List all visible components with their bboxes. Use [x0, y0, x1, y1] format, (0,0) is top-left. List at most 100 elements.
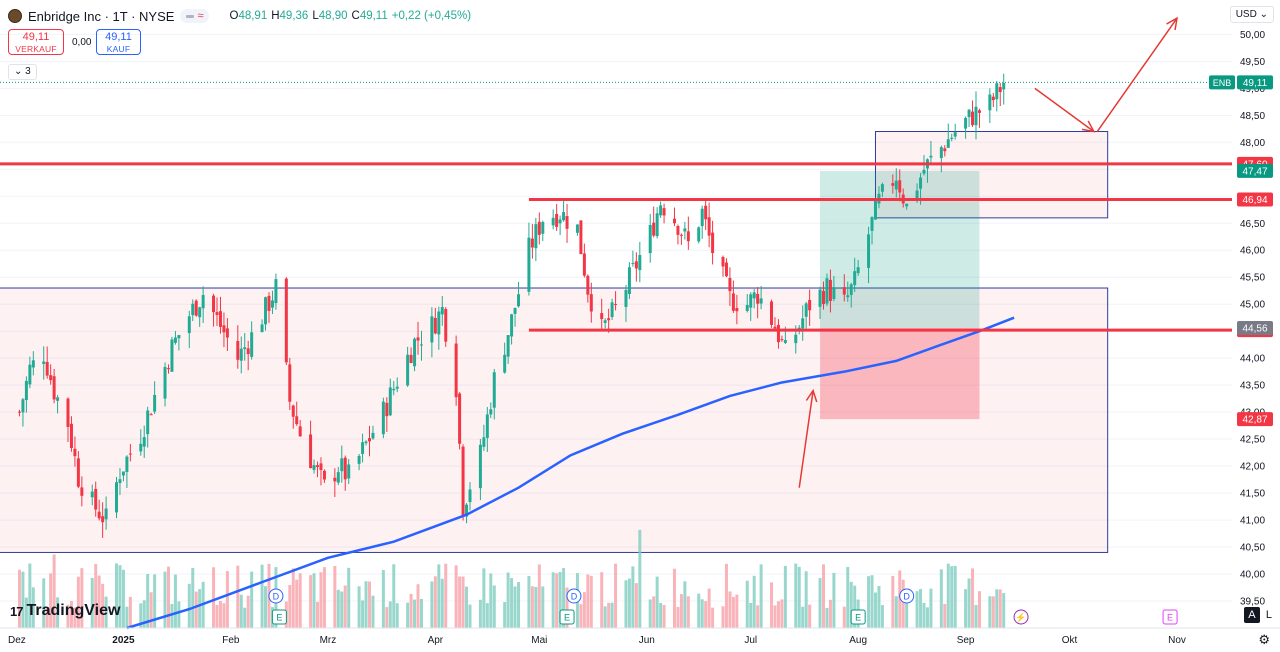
candle-body — [454, 343, 458, 398]
settings-gear-icon[interactable]: ⚙ — [1258, 632, 1270, 647]
candle-body — [388, 387, 392, 416]
candle-body — [953, 132, 957, 137]
volume-bar — [662, 605, 666, 628]
volume-bar — [967, 578, 971, 628]
annotation-boxes — [0, 131, 1109, 553]
candle-body — [672, 218, 676, 224]
volume-bar — [558, 572, 562, 628]
volume-bar — [818, 578, 822, 628]
candle-body — [212, 295, 216, 313]
volume-bar — [770, 582, 774, 628]
price-tick-label: 48,50 — [1240, 111, 1265, 122]
volume-bar — [343, 585, 347, 628]
candle-body — [433, 317, 437, 334]
indicator-toggle[interactable]: ⌄ 3 — [8, 64, 37, 80]
price-tick-label: 45,50 — [1240, 273, 1265, 284]
open-value: 48,91 — [238, 10, 268, 22]
volume-bar — [721, 606, 725, 628]
volume-bar — [482, 568, 486, 628]
sell-button[interactable]: 49,11 VERKAUF — [8, 29, 64, 55]
earnings-marker — [850, 609, 866, 625]
candle-body — [880, 184, 884, 192]
candle-body — [173, 337, 177, 343]
volume-bar — [149, 592, 153, 628]
candle-body — [607, 318, 611, 321]
volume-bar — [347, 567, 351, 628]
volume-bar — [842, 606, 846, 628]
volume-bar — [634, 583, 638, 628]
candle-body — [461, 446, 465, 516]
scale-controls: A L — [1243, 607, 1272, 623]
symbol-title[interactable]: Enbridge Inc · 1T · NYSE — [28, 8, 175, 24]
volume-bar — [413, 599, 417, 628]
candle-body — [458, 393, 462, 444]
price-tick-label: 49,50 — [1240, 57, 1265, 68]
candle-body — [90, 491, 94, 498]
candle-body — [31, 360, 35, 368]
volume-bar — [461, 576, 465, 628]
volume-bar — [125, 606, 129, 628]
candle-body — [28, 364, 32, 385]
buy-button[interactable]: 49,11 KAUF — [96, 29, 141, 55]
price-tick-label: 46,00 — [1240, 246, 1265, 257]
volume-bar — [603, 606, 607, 628]
candle-body — [648, 225, 652, 254]
candle-body — [853, 271, 857, 286]
candle-body — [510, 314, 514, 337]
volume-bar — [17, 569, 21, 628]
volume-bar — [894, 596, 898, 628]
target-label: 47,47 — [1242, 166, 1267, 177]
volume-bar — [66, 604, 70, 628]
range-box — [874, 131, 1109, 219]
candle-body — [215, 312, 219, 315]
volume-bar — [880, 605, 884, 628]
candle-body — [659, 205, 663, 216]
candle-body — [115, 482, 119, 513]
volume-bar — [589, 575, 593, 628]
volume-bar — [922, 602, 926, 628]
price-tick-label: 46,50 — [1240, 219, 1265, 230]
candle-body — [558, 219, 562, 224]
indicator-count: 3 — [25, 66, 31, 77]
close-value: 49,11 — [359, 10, 388, 22]
volume-bar — [478, 599, 482, 628]
auto-scale-button[interactable]: A — [1243, 607, 1260, 623]
time-tick-label: Jun — [639, 635, 655, 646]
arrow-head — [805, 388, 818, 403]
volume-bar — [610, 602, 614, 628]
status-pill[interactable]: ≈ — [180, 9, 210, 23]
volume-bar — [489, 573, 493, 628]
candle-body — [697, 227, 701, 242]
candle-body — [832, 287, 836, 300]
candle-body — [614, 304, 618, 306]
low-value: 48,90 — [318, 10, 348, 22]
low-label: L — [312, 10, 319, 22]
candle-body — [537, 221, 541, 235]
volume-bar — [773, 605, 777, 628]
price-tick-label: 48,00 — [1240, 138, 1265, 149]
high-value: 49,36 — [279, 10, 309, 22]
sell-price: 49,11 — [22, 31, 50, 43]
volume-bar — [1002, 593, 1006, 628]
volume-bar — [686, 596, 690, 628]
candle-body — [357, 455, 361, 464]
candle-body — [808, 299, 812, 311]
currency-selector[interactable]: USD ⌄ — [1229, 6, 1274, 23]
candle-body — [783, 340, 787, 343]
candle-body — [45, 361, 49, 376]
candle-body — [406, 354, 410, 386]
earnings-marker — [1162, 609, 1178, 625]
volume-bar — [90, 577, 94, 628]
candle-body — [149, 414, 153, 416]
volume-bar — [97, 575, 101, 628]
candle-body — [943, 148, 947, 152]
candle-body — [194, 300, 198, 316]
log-scale-button[interactable]: L — [1265, 609, 1272, 621]
volume-bar — [163, 571, 167, 628]
volume-bar — [950, 566, 954, 628]
time-tick-label: Feb — [222, 635, 240, 646]
candle-body — [170, 339, 174, 372]
candle-body — [856, 267, 860, 274]
